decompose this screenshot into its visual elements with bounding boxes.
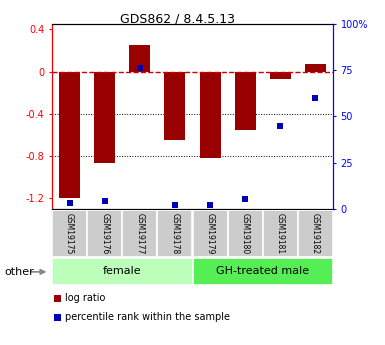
Bar	[263, 210, 298, 257]
Bar	[129, 45, 150, 72]
Bar	[270, 72, 291, 79]
Text: GSM19179: GSM19179	[206, 213, 214, 255]
Text: log ratio: log ratio	[65, 294, 105, 303]
Text: GSM19181: GSM19181	[276, 213, 285, 254]
Text: GSM19180: GSM19180	[241, 213, 250, 255]
Bar	[52, 210, 87, 257]
Bar	[94, 72, 115, 164]
Bar	[192, 258, 333, 285]
Bar	[59, 72, 80, 198]
Bar	[298, 210, 333, 257]
Text: GH-treated male: GH-treated male	[216, 266, 309, 276]
Bar	[305, 64, 326, 72]
Bar	[157, 210, 192, 257]
Text: GSM19178: GSM19178	[171, 213, 179, 255]
Bar	[87, 210, 122, 257]
Text: female: female	[103, 266, 142, 276]
Bar	[199, 72, 221, 158]
Text: percentile rank within the sample: percentile rank within the sample	[65, 313, 230, 322]
Bar	[122, 210, 157, 257]
Text: GSM19182: GSM19182	[311, 213, 320, 254]
Text: GSM19177: GSM19177	[135, 213, 144, 255]
Bar	[164, 72, 186, 140]
Text: GSM19175: GSM19175	[65, 213, 74, 255]
Text: GDS862 / 8.4.5.13: GDS862 / 8.4.5.13	[120, 12, 234, 25]
Bar	[228, 210, 263, 257]
Text: other: other	[5, 267, 34, 277]
Text: GSM19176: GSM19176	[100, 213, 109, 255]
Bar	[192, 210, 228, 257]
Bar	[52, 258, 192, 285]
Bar	[235, 72, 256, 130]
